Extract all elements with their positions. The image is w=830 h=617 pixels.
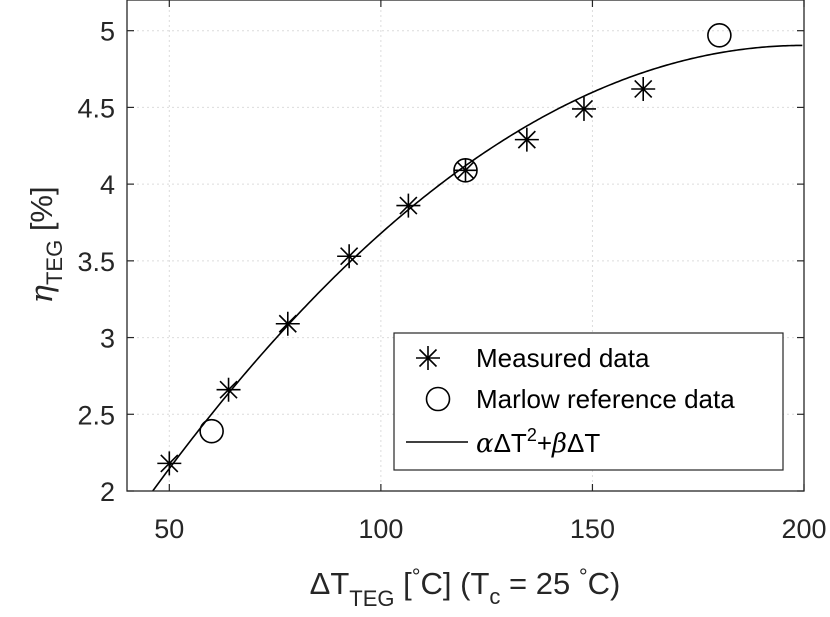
x-label-paren-end: C) xyxy=(588,566,621,601)
measured-point xyxy=(453,158,478,183)
y-tick-label-5: 5 xyxy=(100,17,115,47)
fit-curve xyxy=(152,44,803,492)
x-label-sub: TEG xyxy=(349,586,394,611)
marlow-point xyxy=(707,22,732,48)
measured-point xyxy=(337,244,362,269)
axis-ticks: 50 100 150 200 2 2.5 3 3.5 4 4.5 5 xyxy=(77,0,827,544)
legend: Measured data Marlow reference data αΔT2… xyxy=(393,332,784,471)
measured-point xyxy=(514,127,539,152)
marlow-point xyxy=(453,158,478,183)
grid xyxy=(127,0,804,491)
x-label-main: ΔT xyxy=(310,566,350,601)
plot-area-frame xyxy=(126,0,805,492)
x-tick-label-100: 100 xyxy=(358,514,403,544)
x-label-paren: (T xyxy=(452,566,490,601)
y-tick-label-2: 2 xyxy=(100,477,115,507)
legend-box xyxy=(393,332,784,471)
legend-fit-plus: + xyxy=(537,428,552,458)
legend-marlow-marker xyxy=(425,386,451,412)
measured-point xyxy=(275,311,300,336)
measured-point xyxy=(216,377,241,402)
fit-curve-layer xyxy=(152,44,803,492)
y-tick-label-4.5: 4.5 xyxy=(77,93,115,123)
measured-point xyxy=(396,193,421,218)
x-label-paren-degree: ° xyxy=(579,564,588,589)
x-label-degree: ° xyxy=(412,564,421,589)
y-label-main: η xyxy=(24,285,60,304)
x-tick-label-50: 50 xyxy=(154,514,184,544)
x-axis-label: ΔTTEG [°C] (Tc = 25 °C) xyxy=(310,564,621,611)
y-tick-label-2.5: 2.5 xyxy=(77,400,115,430)
x-label-paren-sub: c xyxy=(489,584,500,609)
legend-fit-delta2: ΔT xyxy=(567,428,600,458)
legend-fit-beta: β xyxy=(551,429,567,459)
legend-measured-marker xyxy=(416,346,440,370)
y-tick-label-3.5: 3.5 xyxy=(77,247,115,277)
y-tick-label-4: 4 xyxy=(100,170,115,200)
y-label-sub: TEG xyxy=(42,240,67,285)
x-tick-label-150: 150 xyxy=(570,514,615,544)
x-label-unit: C] xyxy=(421,566,452,601)
legend-fit-alpha: α xyxy=(476,429,494,459)
measured-point xyxy=(571,96,596,121)
x-label-bracket-open: [ xyxy=(395,566,413,601)
y-axis-label: ηTEG [%] xyxy=(24,186,67,303)
legend-marlow-label: Marlow reference data xyxy=(476,384,735,414)
measured-point xyxy=(631,76,656,101)
legend-fit-delta1: ΔT xyxy=(494,428,527,458)
x-label-paren-eq: = 25 xyxy=(500,566,578,601)
legend-fit-label: αΔT2+βΔT xyxy=(476,425,600,459)
legend-measured-label: Measured data xyxy=(476,343,650,373)
y-tick-label-3: 3 xyxy=(100,324,115,354)
marker-layer xyxy=(157,22,732,476)
legend-fit-sup: 2 xyxy=(527,425,537,445)
marlow-point xyxy=(199,418,224,444)
y-label-unit: [%] xyxy=(24,186,59,239)
x-tick-label-200: 200 xyxy=(781,514,826,544)
measured-point xyxy=(157,451,182,476)
